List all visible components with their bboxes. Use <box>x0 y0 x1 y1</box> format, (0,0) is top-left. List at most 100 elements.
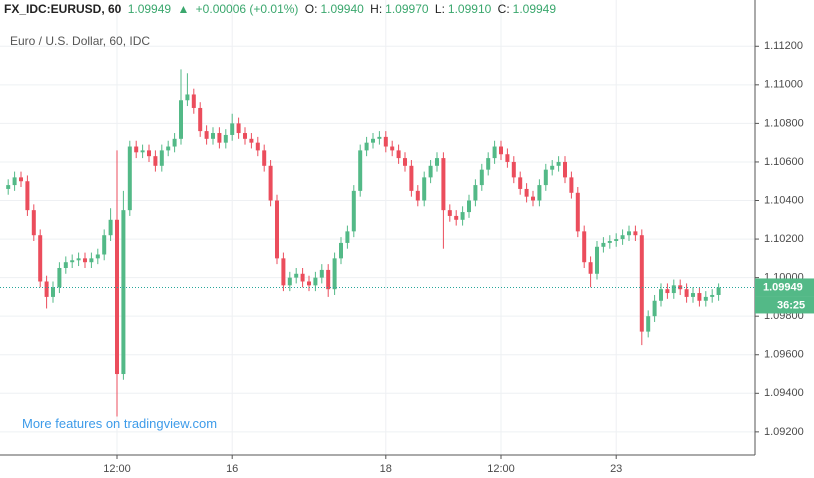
candle-body <box>383 136 388 147</box>
candle-body <box>179 100 183 139</box>
candle-body <box>127 146 132 211</box>
y-tick-label: 1.09200 <box>764 426 804 438</box>
candle-body <box>319 269 324 278</box>
x-tick-label: 18 <box>380 463 392 475</box>
candle-body <box>38 235 43 282</box>
change: +0.00006 (+0.01%) <box>195 2 299 16</box>
candle-body <box>12 177 17 186</box>
candle-body <box>108 219 113 236</box>
candle-body <box>607 240 612 243</box>
candle-body <box>294 273 299 278</box>
candle-body <box>255 142 260 151</box>
candle-body <box>716 287 721 295</box>
watermark[interactable]: More features on tradingview.com <box>22 416 218 431</box>
x-tick-label: 23 <box>610 463 622 475</box>
countdown-box <box>755 296 814 314</box>
candle-body <box>364 142 369 151</box>
candle-body <box>6 185 11 189</box>
candle-body <box>70 260 75 263</box>
candle-body <box>262 150 267 166</box>
candle-body <box>44 281 49 297</box>
candle-body <box>479 169 484 186</box>
candle-body <box>499 146 503 155</box>
candle-body <box>543 169 548 186</box>
last: 1.09949 <box>127 2 172 16</box>
candle-body <box>300 273 305 282</box>
candle-body <box>57 267 62 288</box>
candle-body <box>428 165 433 178</box>
symbol: FX_IDC:EURUSD, 60 <box>4 2 122 16</box>
candle-body <box>185 94 190 101</box>
candle-body <box>531 196 535 201</box>
candle-body <box>223 134 228 143</box>
y-tick-label: 1.11200 <box>764 40 803 52</box>
h: 1.09970 <box>385 2 429 16</box>
x-tick-label: 16 <box>226 463 238 475</box>
candle-body <box>511 161 516 178</box>
candle-body <box>236 123 241 134</box>
candle-body <box>268 165 273 201</box>
candle-body <box>684 289 689 297</box>
candle-body <box>172 138 177 147</box>
candle-body <box>678 285 683 290</box>
candle-body <box>524 188 529 197</box>
candle-body <box>550 165 555 170</box>
arrow: ▲ <box>177 2 190 16</box>
candle-body <box>89 258 94 263</box>
candle-body <box>697 293 702 301</box>
candle-body <box>211 133 215 139</box>
candle-body <box>345 231 350 243</box>
candle-body <box>204 131 209 139</box>
candle-body <box>486 158 491 170</box>
candle-body <box>275 200 279 259</box>
y-tick-label: 1.10800 <box>764 117 804 129</box>
candle-body <box>358 150 363 191</box>
candle-body <box>537 185 542 201</box>
price-label-box <box>755 278 814 297</box>
candle-body <box>505 154 510 162</box>
candle-body <box>339 242 343 259</box>
candle-body <box>140 150 145 153</box>
h-label: H: <box>370 2 383 16</box>
candle-body <box>415 190 420 201</box>
y-tick-label: 1.09600 <box>764 349 804 361</box>
candle-body <box>620 235 625 240</box>
candle-body <box>441 158 446 211</box>
candle-body <box>230 123 235 135</box>
candle-body <box>287 277 292 286</box>
y-tick-label: 1.09400 <box>764 387 804 399</box>
countdown: 36:25 <box>777 299 805 311</box>
candle-body <box>51 287 55 297</box>
candle-body <box>435 158 439 166</box>
candle-body <box>671 285 676 294</box>
candle-body <box>569 177 574 193</box>
y-tick-label: 1.10200 <box>764 233 804 245</box>
candle-body <box>627 231 631 236</box>
candle-body <box>76 258 81 261</box>
candle-body <box>703 296 708 301</box>
l: 1.09910 <box>447 2 492 16</box>
candle-body <box>134 146 139 153</box>
candle-body <box>115 219 119 375</box>
candle-body <box>646 316 651 332</box>
candle-body <box>518 177 523 189</box>
candle-body <box>409 165 414 191</box>
candle-body <box>153 156 158 166</box>
candle-body <box>371 138 375 143</box>
candle-body <box>83 258 87 263</box>
candle-body <box>326 269 331 290</box>
candle-body <box>639 235 644 332</box>
candle-body <box>102 235 107 255</box>
l-label: L: <box>434 2 445 16</box>
candle-body <box>473 185 478 201</box>
candle-body <box>95 254 100 259</box>
x-tick-label: 12:00 <box>487 463 515 475</box>
price-label: 1.09949 <box>763 281 803 293</box>
o: 1.09940 <box>320 2 364 16</box>
candle-body <box>377 136 382 139</box>
candle-body <box>575 192 580 232</box>
candle-body <box>454 215 459 220</box>
o-label: O: <box>304 2 318 16</box>
candle-body <box>249 138 254 143</box>
